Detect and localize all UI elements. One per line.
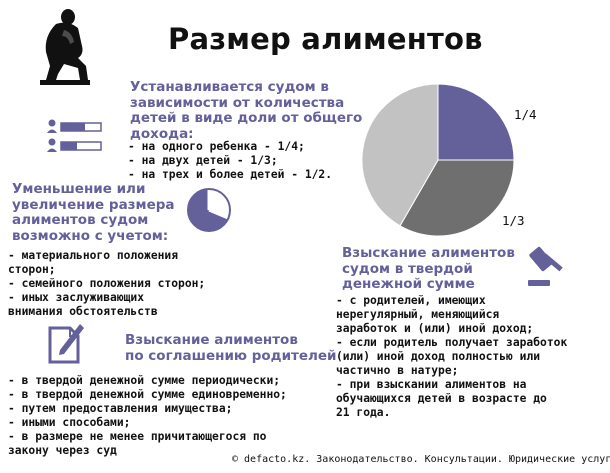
pie-slice-2 [361, 83, 439, 227]
share-list: - на одного ребенка - 1/4; - на двух дет… [128, 140, 332, 182]
footer-copyright: © defacto.kz. Законодательство. Консульт… [232, 454, 610, 465]
list-item: - материального положения [8, 249, 179, 262]
list-item: - в твердой денежной сумме периодически; [8, 374, 281, 387]
list-item: - семейного положения сторон; [8, 277, 206, 290]
pie-chart-icon [187, 188, 231, 232]
list-item: 21 года. [336, 406, 391, 419]
list-item: - на трех и более детей - 1/2. [128, 168, 333, 181]
pie-label-third: 1/3 [502, 213, 525, 228]
list-item: - иных заслуживающих [8, 291, 145, 304]
people-share-bars-icon [47, 119, 102, 152]
list-item: заработок и (или) иной доход; [336, 322, 534, 335]
list-item: внимания обстоятельств [8, 305, 158, 318]
agreement-heading: Взыскание алиментов по соглашению родите… [125, 332, 337, 364]
share-heading: Устанавливается судом в зависимости от к… [130, 79, 363, 142]
pie-label-quarter: 1/4 [514, 107, 537, 122]
pie-slice-1 [399, 159, 515, 237]
shares-pie-chart [361, 83, 515, 237]
list-item: нерегулярный, меняющийся [336, 308, 500, 321]
pie-slice-0 [437, 83, 515, 161]
list-item: - в размере не менее причитающегося по [8, 430, 267, 443]
list-item: - при взыскании алиментов на [336, 378, 527, 391]
page-title: Размер алиментов [168, 22, 483, 56]
list-item: - на одного ребенка - 1/4; [128, 140, 305, 153]
reduce-list: - материального положения сторон; - семе… [8, 249, 205, 319]
list-item: частично в натуре; [336, 364, 459, 377]
list-item: обучающихся детей в возрасте до [336, 392, 547, 405]
fixed-heading: Взыскание алиментов судом в твердой дене… [342, 245, 515, 292]
fixed-list: - с родителей, имеющих нерегулярный, мен… [336, 294, 567, 420]
list-item: сторон; [8, 263, 56, 276]
reduce-heading: Уменьшение или увеличение размера алимен… [12, 181, 175, 244]
list-item: (или) иной доход полностью или [336, 350, 541, 363]
gavel-icon [528, 246, 563, 286]
agreement-list: - в твердой денежной сумме периодически;… [8, 374, 287, 458]
list-item: - если родитель получает заработок [336, 336, 568, 349]
document-pen-icon [48, 324, 84, 364]
list-item: - на двух детей - 1/3; [128, 154, 278, 167]
list-item: закону через суд [8, 444, 117, 457]
list-item: - иными способами; [8, 416, 131, 429]
list-item: - путем предоставления имущества; [8, 402, 233, 415]
list-item: - с родителей, имеющих [336, 294, 486, 307]
list-item: - в твердой денежной сумме единовременно… [8, 388, 287, 401]
thinker-statue-icon [40, 9, 90, 85]
